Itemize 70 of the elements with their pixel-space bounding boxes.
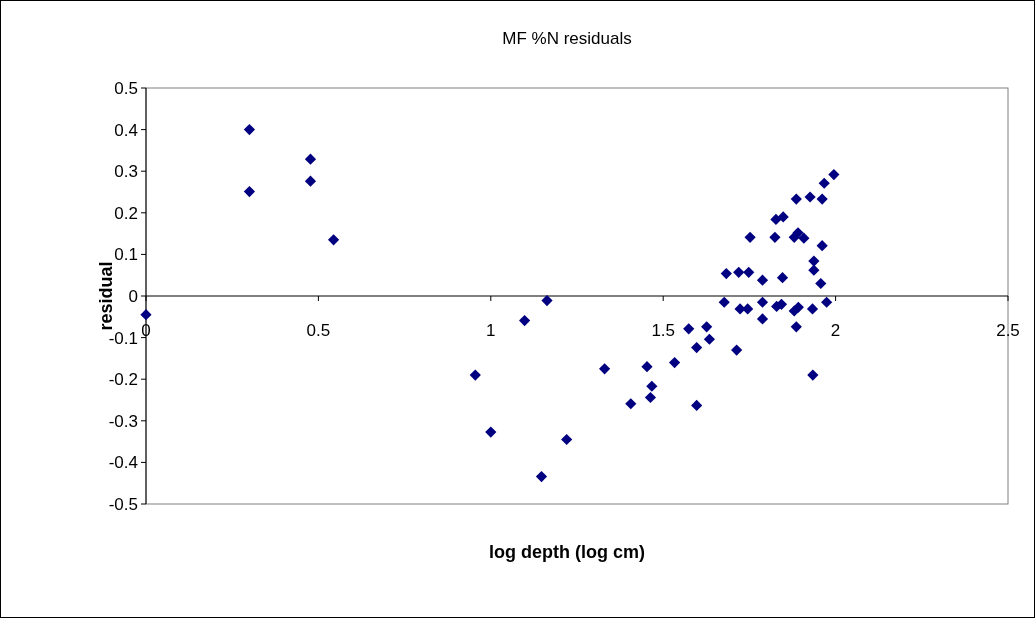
point (777, 211, 789, 223)
point (792, 301, 804, 313)
point (485, 426, 497, 438)
point (816, 240, 828, 252)
point (742, 303, 754, 315)
point (743, 266, 755, 278)
point (683, 323, 695, 335)
point (756, 296, 769, 308)
point (733, 266, 745, 278)
point (518, 314, 531, 327)
point (744, 231, 756, 243)
y-tick-label: 0 (128, 286, 138, 306)
y-tick-label: 0.4 (114, 120, 138, 140)
point (806, 303, 819, 315)
point (816, 193, 828, 205)
point (243, 185, 256, 198)
x-axis-title: log depth (log cm) (489, 542, 645, 562)
point (808, 255, 820, 267)
y-tick-label: 0.1 (114, 245, 138, 265)
point (798, 232, 810, 244)
point (644, 391, 657, 404)
point (469, 369, 481, 381)
y-tick-label: 0.5 (114, 78, 138, 98)
y-tick-label: 0.3 (114, 162, 138, 182)
point (807, 369, 819, 381)
point (718, 296, 730, 308)
point (790, 321, 802, 333)
point (776, 272, 789, 284)
point (304, 175, 317, 187)
point (769, 231, 781, 243)
point (821, 296, 833, 308)
point (327, 234, 340, 246)
y-tick-label: -0.4 (108, 453, 138, 473)
point (804, 191, 816, 203)
point (625, 398, 637, 410)
point (304, 153, 317, 165)
point (828, 168, 840, 181)
point (691, 341, 703, 354)
x-tick-label: 2.5 (996, 321, 1020, 340)
y-tick-label: 0.2 (114, 203, 138, 223)
point (756, 274, 769, 286)
point (561, 433, 573, 446)
x-tick-label: 1.5 (651, 321, 676, 340)
point (535, 470, 548, 483)
point (720, 267, 732, 280)
point (598, 363, 611, 375)
y-axis-title: residual (96, 261, 116, 331)
point (818, 177, 830, 189)
point (808, 264, 820, 276)
x-tick-label: 0.5 (306, 321, 331, 340)
point (756, 313, 769, 325)
x-tick-label: 1 (486, 321, 496, 340)
y-tick-label: -0.5 (108, 494, 138, 514)
point (646, 380, 658, 392)
point (541, 294, 553, 307)
point (140, 309, 152, 321)
point (641, 361, 653, 373)
point (243, 124, 256, 136)
point (703, 333, 715, 345)
chart-title: MF %N residuals (502, 29, 632, 48)
y-tick-label: -0.2 (108, 370, 138, 390)
x-tick-label: 2 (830, 321, 841, 340)
point (668, 356, 681, 369)
point (691, 399, 703, 412)
point (790, 193, 802, 205)
point (815, 277, 827, 290)
point (701, 321, 713, 333)
point (731, 344, 743, 356)
point (770, 213, 782, 226)
y-tick-label: -0.3 (108, 411, 138, 431)
